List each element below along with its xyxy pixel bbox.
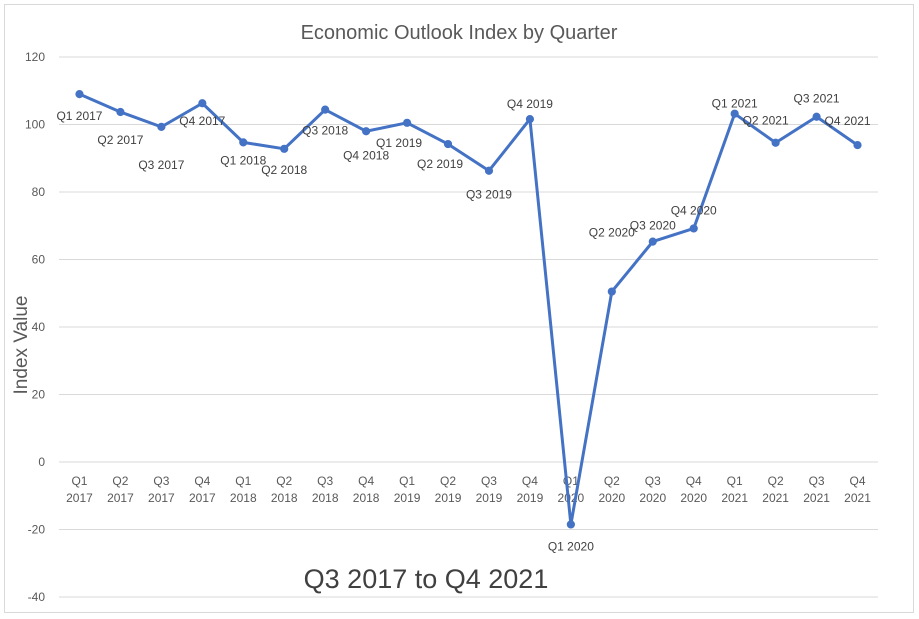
x-category-label: Q4 2019	[517, 474, 544, 505]
x-category-label: Q1 2019	[394, 474, 421, 505]
chart-subtitle: Q3 2017 to Q4 2021	[304, 564, 549, 594]
y-tick-label: 80	[32, 185, 46, 199]
data-label: Q2 2018	[261, 163, 307, 177]
data-point	[157, 122, 166, 131]
data-label: Q3 2020	[630, 219, 676, 233]
data-label: Q1 2018	[220, 153, 266, 167]
data-label: Q4 2017	[179, 114, 225, 128]
x-category-label: Q4 2017	[189, 474, 216, 505]
grid-lines	[59, 56, 878, 598]
y-axis-ticks: -40 -20 0 20 40 60 80 100 120	[25, 50, 45, 604]
data-point	[484, 166, 494, 175]
y-tick-label: 100	[25, 118, 45, 132]
data-point	[566, 520, 575, 529]
data-point	[771, 138, 780, 147]
x-category-label: Q3 2019	[476, 474, 503, 505]
data-point	[607, 287, 616, 296]
data-label: Q1 2017	[56, 109, 102, 123]
x-axis-categories: Q1 2017 Q2 2017 Q3 2017 Q4 2017 Q1 2018 Q2 2018 Q3 20…	[66, 474, 871, 505]
chart-title: Economic Outlook Index by Quarter	[301, 22, 618, 44]
series-group	[75, 90, 862, 529]
data-point	[853, 140, 862, 150]
y-tick-label: 120	[25, 50, 45, 64]
x-category-label: Q4 2021	[844, 474, 871, 505]
x-category-label: Q1 2017	[66, 474, 93, 505]
x-category-label: Q2 2021	[762, 474, 789, 505]
chart-frame	[4, 4, 914, 613]
x-category-label: Q2 2017	[107, 474, 134, 505]
y-tick-label: -40	[28, 590, 46, 604]
x-category-label: Q4 2020	[680, 474, 707, 505]
y-tick-label: 60	[32, 253, 46, 267]
x-category-label: Q2 2019	[435, 474, 462, 505]
data-label: Q2 2019	[417, 157, 463, 171]
data-label: Q3 2019	[466, 188, 512, 202]
y-tick-label: 20	[32, 388, 46, 402]
x-category-label: Q1 2020	[558, 474, 585, 505]
data-label: Q3 2018	[302, 124, 348, 138]
data-point	[198, 99, 207, 108]
y-tick-label: 0	[38, 455, 45, 469]
data-label: Q3 2021	[794, 92, 840, 106]
data-point	[443, 139, 453, 149]
x-category-label: Q4 2018	[353, 474, 380, 505]
x-category-label: Q1 2021	[721, 474, 748, 505]
data-point	[730, 109, 739, 118]
data-label: Q2 2020	[589, 226, 635, 240]
x-category-label: Q3 2018	[312, 474, 339, 505]
data-point	[812, 112, 821, 121]
data-point	[280, 144, 289, 153]
data-label: Q1 2021	[712, 97, 758, 111]
data-label: Q4 2019	[507, 97, 553, 111]
data-label: Q3 2017	[138, 158, 184, 172]
series-line	[77, 92, 860, 526]
data-point	[362, 127, 371, 136]
x-category-label: Q2 2020	[598, 474, 625, 505]
x-category-label: Q3 2017	[148, 474, 175, 505]
data-point	[116, 107, 125, 117]
data-label: Q2 2021	[743, 114, 789, 128]
x-category-label: Q3 2021	[803, 474, 830, 505]
data-point	[321, 105, 330, 114]
data-label: Q1 2020	[548, 539, 594, 553]
x-category-label: Q3 2020	[639, 474, 666, 505]
x-category-label: Q1 2018	[230, 474, 257, 505]
data-label: Q1 2019	[376, 136, 422, 150]
data-point	[402, 118, 412, 127]
data-point	[75, 90, 84, 99]
data-point	[689, 224, 698, 233]
data-label: Q4 2021	[825, 114, 871, 128]
x-category-label: Q2 2018	[271, 474, 298, 505]
y-tick-label: 40	[32, 320, 46, 334]
data-point	[648, 237, 657, 246]
data-label: Q2 2017	[97, 133, 143, 147]
data-label: Q4 2020	[671, 203, 717, 217]
data-point	[239, 138, 248, 147]
data-point	[525, 115, 535, 124]
y-tick-label: -20	[28, 523, 46, 537]
y-axis-title: Index Value	[11, 296, 32, 395]
data-label: Q4 2018	[343, 148, 389, 162]
